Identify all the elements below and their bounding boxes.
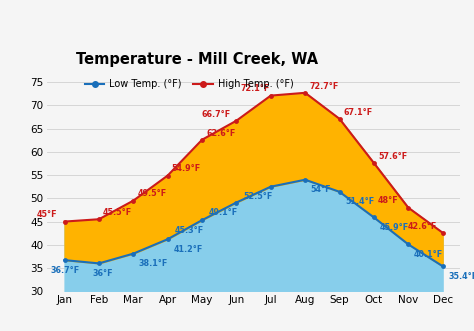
Text: 38.1°F: 38.1°F — [139, 259, 168, 268]
Text: 45.5°F: 45.5°F — [103, 208, 132, 217]
Low Temp. (°F) — [268, 185, 273, 189]
Line: High Temp. (°F): High Temp. (°F) — [62, 90, 445, 235]
Text: 57.6°F: 57.6°F — [378, 152, 407, 161]
High Temp. (°F) — [440, 231, 446, 235]
Text: 67.1°F: 67.1°F — [344, 108, 373, 117]
Text: 45.9°F: 45.9°F — [379, 223, 409, 232]
High Temp. (°F) — [130, 199, 136, 203]
Text: 54°F: 54°F — [310, 185, 331, 194]
Low Temp. (°F) — [337, 190, 342, 194]
High Temp. (°F) — [302, 91, 308, 95]
Text: 62.6°F: 62.6°F — [206, 128, 236, 138]
Text: 42.6°F: 42.6°F — [408, 221, 437, 231]
High Temp. (°F) — [405, 206, 411, 210]
Low Temp. (°F) — [302, 178, 308, 182]
Text: 49.5°F: 49.5°F — [137, 189, 166, 199]
Text: 48°F: 48°F — [378, 196, 398, 206]
High Temp. (°F) — [371, 161, 377, 165]
Low Temp. (°F) — [234, 201, 239, 205]
High Temp. (°F) — [96, 217, 102, 221]
Text: 36.7°F: 36.7°F — [51, 266, 80, 275]
Text: 35.4°F: 35.4°F — [448, 272, 474, 281]
High Temp. (°F) — [234, 119, 239, 123]
Low Temp. (°F) — [62, 258, 67, 262]
Text: 49.1°F: 49.1°F — [209, 208, 238, 217]
Line: Low Temp. (°F): Low Temp. (°F) — [62, 177, 445, 269]
High Temp. (°F) — [62, 219, 67, 223]
Text: 72.1°F: 72.1°F — [240, 84, 269, 93]
High Temp. (°F) — [337, 117, 342, 121]
Text: 40.1°F: 40.1°F — [414, 250, 443, 259]
High Temp. (°F) — [199, 138, 205, 142]
Text: Temperature - Mill Creek, WA: Temperature - Mill Creek, WA — [76, 53, 319, 68]
Low Temp. (°F) — [440, 264, 446, 268]
High Temp. (°F) — [268, 94, 273, 98]
Low Temp. (°F) — [165, 237, 171, 241]
Low Temp. (°F) — [130, 252, 136, 256]
Low Temp. (°F) — [405, 242, 411, 246]
Text: 66.7°F: 66.7°F — [201, 110, 231, 118]
Text: 36°F: 36°F — [92, 269, 112, 278]
High Temp. (°F) — [165, 173, 171, 177]
Low Temp. (°F) — [96, 261, 102, 265]
Text: 45.3°F: 45.3°F — [174, 226, 203, 235]
Low Temp. (°F) — [199, 218, 205, 222]
Legend: Low Temp. (°F), High Temp. (°F): Low Temp. (°F), High Temp. (°F) — [81, 75, 297, 93]
Text: 51.4°F: 51.4°F — [345, 197, 374, 206]
Text: 41.2°F: 41.2°F — [173, 245, 202, 254]
Text: 45°F: 45°F — [37, 211, 57, 219]
Text: 52.5°F: 52.5°F — [243, 192, 272, 201]
Low Temp. (°F) — [371, 215, 377, 219]
Text: 72.7°F: 72.7°F — [310, 82, 338, 91]
Text: 54.9°F: 54.9°F — [172, 165, 201, 173]
